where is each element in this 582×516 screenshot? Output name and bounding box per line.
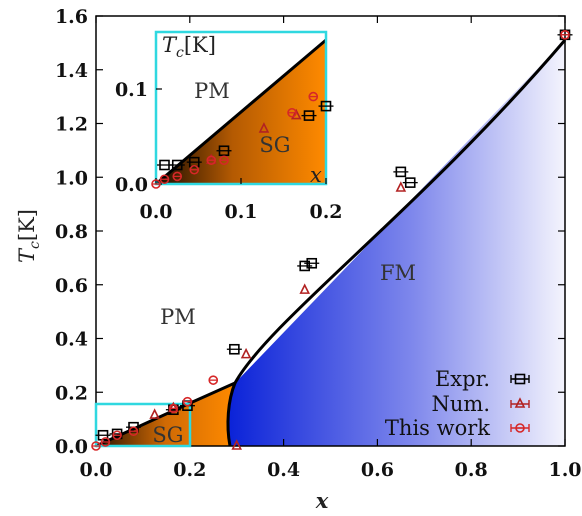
x-tick-label: 0.0 <box>79 459 112 481</box>
data-point-triangle <box>168 401 179 413</box>
phase-boundary <box>95 39 567 448</box>
fm-lower-boundary <box>226 382 237 447</box>
y-tick-label: 1.4 <box>55 60 88 82</box>
region-label-pm: PM <box>160 305 196 329</box>
inset-data-point-circle <box>189 164 200 175</box>
legend-marker-triangle <box>514 397 526 408</box>
data-point-circle <box>560 30 570 40</box>
zoom-box <box>94 402 192 448</box>
data-point-triangle <box>299 283 310 294</box>
y-tick-label: 0.0 <box>55 436 88 458</box>
inset-data-markers <box>151 91 334 189</box>
inset-data-point-circle <box>172 171 183 182</box>
data-point-square <box>306 257 318 269</box>
x-tick-label: 0.2 <box>173 459 206 481</box>
data-point-square <box>97 429 109 441</box>
region-label-fm: FM <box>380 261 416 285</box>
data-point-circle <box>112 430 122 441</box>
y-tick-label: 1.0 <box>55 167 88 189</box>
legend-label-expr: Expr. <box>435 367 490 391</box>
x-axis-label: x <box>315 488 329 513</box>
inset-data-point-square <box>218 145 230 157</box>
inset-data-point-circle <box>206 155 217 166</box>
inset-data-point-circle <box>219 155 229 166</box>
data-point-circle <box>182 396 193 407</box>
x-tick-label: 1.0 <box>548 459 581 481</box>
inset-region-label-pm: PM <box>194 79 230 103</box>
inset: 0.0 0.1 0.2 0.0 0.1 Tc[K] x PM SG <box>115 30 343 223</box>
y-tick-label: 0.8 <box>55 221 88 243</box>
inset-y-tick-label: 0.1 <box>115 79 148 101</box>
legend-marker-circle <box>515 423 525 433</box>
data-point-square <box>395 166 407 178</box>
y-tick-label: 0.2 <box>55 382 88 404</box>
data-point-circle <box>91 441 101 451</box>
y-tick-label: 0.6 <box>55 275 88 297</box>
inset-data-point-square <box>320 100 332 112</box>
data-markers <box>91 29 573 451</box>
data-point-circle <box>208 375 219 385</box>
data-point-square <box>404 177 416 188</box>
fm-region <box>227 40 565 446</box>
inset-data-point-triangle <box>290 108 302 120</box>
y-tick-label: 1.6 <box>55 6 88 28</box>
legend-symbols <box>510 373 530 433</box>
legend-label-this-work: This work <box>385 416 490 440</box>
data-point-triangle <box>149 408 160 419</box>
inset-data-point-circle <box>287 107 297 118</box>
y-axis-label: Tc[K] <box>15 209 43 263</box>
inset-boundary <box>155 38 327 186</box>
x-tick-label: 0.8 <box>455 459 488 481</box>
inset-x-label: x <box>310 163 322 187</box>
inset-x-tick-label: 0.2 <box>309 201 342 223</box>
inset-data-point-square <box>159 159 170 171</box>
inset-data-point-triangle <box>258 122 270 133</box>
inset-data-point-triangle <box>205 153 217 165</box>
y-tick-label: 1.2 <box>55 114 88 136</box>
y-tick-label: 0.4 <box>55 329 88 351</box>
x-tick-label: 0.4 <box>267 459 300 481</box>
inset-data-point-square <box>303 110 315 121</box>
data-point-triangle <box>240 347 252 359</box>
inset-region-label-sg: SG <box>259 133 290 157</box>
inset-x-tick-label: 0.1 <box>224 201 257 223</box>
data-point-circle <box>100 437 111 447</box>
data-point-circle <box>128 426 139 437</box>
inset-data-point-circle <box>151 179 161 189</box>
inset-y-label: Tc[K] <box>162 33 216 61</box>
legend-marker-square <box>514 373 526 385</box>
legend: Expr. Num. This work <box>385 367 530 440</box>
inset-data-point-circle <box>159 174 170 185</box>
inset-axis-ticks: 0.0 0.1 0.2 0.0 0.1 <box>115 79 343 223</box>
legend-label-num: Num. <box>432 392 491 416</box>
region-label-sg: SG <box>152 423 183 447</box>
axis-ticks: 0.0 0.2 0.4 0.6 0.8 1.0 0.0 0.2 0.4 0.6 0.8 1.0 1.2 1… <box>55 6 582 481</box>
data-point-triangle <box>395 181 407 192</box>
x-tick-label: 0.6 <box>361 459 394 481</box>
data-point-square <box>299 260 311 272</box>
inset-data-point-circle <box>308 91 319 102</box>
inset-y-tick-label: 0.0 <box>115 174 148 196</box>
inset-data-point-square <box>171 159 183 171</box>
inset-x-tick-label: 0.0 <box>139 201 172 223</box>
data-point-circle <box>168 403 179 414</box>
data-point-triangle <box>231 439 242 450</box>
inset-data-point-square <box>188 156 200 168</box>
data-point-square <box>229 343 240 355</box>
